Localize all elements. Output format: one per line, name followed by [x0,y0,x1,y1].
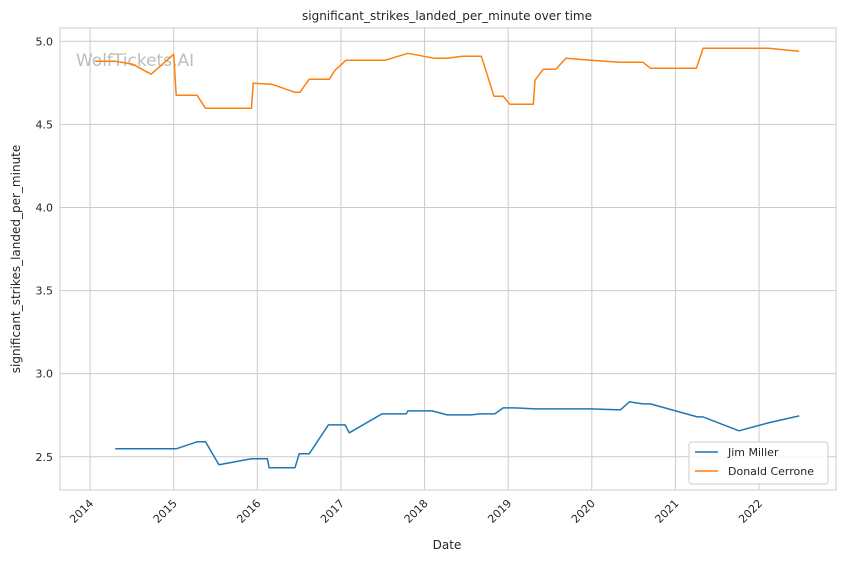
series-lines [95,47,800,469]
x-tick-label: 2016 [234,497,263,526]
y-tick-label: 5.0 [36,35,54,48]
legend: Jim Miller Donald Cerrone [688,441,829,485]
y-tick-label: 3.5 [36,285,54,298]
legend-label-donald-cerrone: Donald Cerrone [728,465,814,478]
x-tick-label: 2020 [569,497,598,526]
x-axis-label: Date [433,538,462,552]
legend-box [688,441,829,485]
legend-label-jim-miller: Jim Miller [727,446,779,459]
x-tick-label: 2019 [485,497,514,526]
x-tick-label: 2015 [151,497,180,526]
y-tick-label: 4.5 [36,118,54,131]
x-tick-label: 2018 [402,497,431,526]
x-tick-label: 2022 [736,497,765,526]
series-line-jim-miller [115,401,800,469]
x-tick-label: 2014 [67,497,96,526]
y-tick-label: 3.0 [36,368,54,381]
y-tick-label: 4.0 [36,201,54,214]
chart-title: significant_strikes_landed_per_minute ov… [302,9,592,23]
y-tick-label: 2.5 [36,451,54,464]
x-tick-label: 2017 [318,497,347,526]
series-line-donald-cerrone [95,47,800,110]
watermark: WolfTickets.AI [76,51,194,71]
plot-area [59,27,837,491]
y-axis-label: significant_strikes_landed_per_minute [9,145,23,374]
x-tick-label: 2021 [653,497,682,526]
